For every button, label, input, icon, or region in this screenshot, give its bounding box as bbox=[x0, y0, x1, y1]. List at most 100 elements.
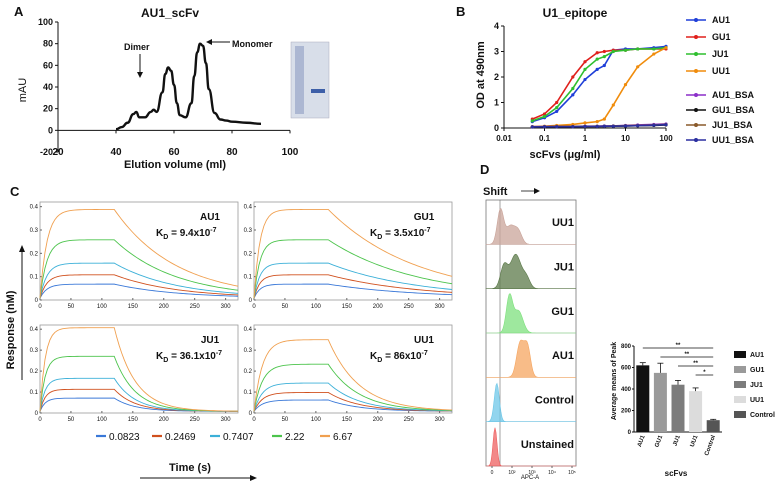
chromatogram-trace bbox=[115, 42, 262, 131]
kd-prefix: K bbox=[156, 351, 164, 362]
panel-b-data-point bbox=[530, 119, 534, 123]
bar-category-label: AU1 bbox=[637, 434, 647, 448]
histogram-label-ju1: JU1 bbox=[554, 262, 574, 274]
bar-ylabel: Average means of Peak bbox=[611, 342, 618, 420]
histogram-control bbox=[485, 382, 576, 422]
panel-b-xtick-label: 0.01 bbox=[496, 134, 512, 143]
sensorgram-name: GU1 bbox=[414, 212, 435, 223]
sensorgram-curve bbox=[253, 382, 453, 412]
panel-b-ylabel: OD at 490nm bbox=[475, 41, 487, 108]
histogram-au1 bbox=[486, 339, 576, 378]
sensorgram-xtick-label: 50 bbox=[282, 304, 289, 310]
legend-marker-au1 bbox=[694, 18, 698, 22]
sensorgram-curve bbox=[39, 283, 239, 299]
sensorgram-ytick-label: 0.4 bbox=[244, 205, 253, 211]
legend-label-gu1_bsa: GU1_BSA bbox=[712, 105, 755, 115]
gel-band bbox=[311, 89, 325, 93]
sensorgram-xtick-label: 50 bbox=[68, 304, 75, 310]
panel-b-data-point bbox=[571, 125, 575, 129]
sensorgram-ytick-label: 0.4 bbox=[30, 205, 39, 211]
sensorgram-name: JU1 bbox=[201, 335, 220, 346]
panel-b-data-point bbox=[595, 120, 599, 124]
panel-b-ytick-label: 2 bbox=[494, 72, 499, 82]
sensorgram-ytick-label: 0.2 bbox=[30, 251, 39, 257]
sensorgram-kd-text: KD = 9.4x10-7 bbox=[156, 227, 217, 241]
panel-b-data-point bbox=[555, 125, 559, 129]
legend-marker-ju1 bbox=[694, 52, 698, 56]
sensorgram-curve bbox=[253, 363, 453, 412]
bar-category-label: UU1 bbox=[690, 434, 700, 448]
kd-sub: D bbox=[163, 234, 168, 241]
monomer-annotation: Monomer bbox=[232, 39, 273, 49]
sensorgram-xtick-label: 200 bbox=[373, 417, 384, 423]
panel-b-data-point bbox=[571, 75, 575, 79]
sensorgram-ytick-label: 0.3 bbox=[244, 348, 253, 354]
panel-b-data-point bbox=[623, 83, 628, 87]
sensorgram-xtick-label: 300 bbox=[221, 304, 232, 310]
sensorgram-xtick-label: 300 bbox=[435, 417, 446, 423]
sensorgram-xtick-label: 0 bbox=[38, 304, 42, 310]
legend-label-au1_bsa: AU1_BSA bbox=[712, 90, 755, 100]
panel-c-chart: Response (nM) Time (s) 0.0823 0.2469 0.740… bbox=[5, 201, 453, 481]
panel-b-data-point bbox=[602, 49, 606, 54]
panel-a-ytick-label: 0 bbox=[48, 125, 53, 135]
sensorgram-ytick-label: 0.1 bbox=[244, 275, 253, 281]
legend-label-au1: AU1 bbox=[712, 15, 730, 25]
kd-prefix: K bbox=[156, 228, 164, 239]
sensorgram-ytick-label: 0.2 bbox=[30, 369, 39, 375]
panel-label-d: D bbox=[480, 162, 489, 177]
panel-a-xtick-label: 100 bbox=[282, 147, 299, 158]
histogram-label-au1: AU1 bbox=[552, 350, 574, 362]
sensorgram-ytick-label: 0.4 bbox=[244, 327, 253, 333]
sensorgram-curve bbox=[253, 274, 453, 299]
sensorgram-xtick-label: 300 bbox=[435, 304, 446, 310]
bar-legend-label: AU1 bbox=[750, 352, 764, 359]
sensorgram-curve bbox=[253, 209, 453, 299]
panel-a-xtick-label: 20 bbox=[52, 147, 64, 158]
panel-b-ytick-label: 0 bbox=[494, 123, 499, 133]
panel-b-data-point bbox=[583, 60, 587, 64]
legend-label-conc: 0.2469 bbox=[165, 432, 196, 443]
sensorgram-frame bbox=[253, 324, 453, 414]
legend-label-conc: 0.0823 bbox=[109, 432, 140, 443]
sensorgram-xtick-label: 150 bbox=[128, 304, 139, 310]
sensorgram-ytick-label: 0.1 bbox=[30, 390, 39, 396]
panel-c-ylabel: Response (nM) bbox=[5, 290, 17, 369]
significance-mark: ** bbox=[684, 352, 689, 358]
sensorgram-curve bbox=[39, 262, 239, 299]
panel-b-data-point bbox=[623, 48, 628, 52]
bar-legend-label: Control bbox=[750, 412, 775, 419]
sensorgram-ytick-label: 0.2 bbox=[244, 251, 253, 257]
bar-legend-swatch bbox=[734, 381, 746, 388]
sensorgram-xtick-label: 250 bbox=[190, 417, 201, 423]
bar-category-label: JU1 bbox=[672, 434, 682, 447]
kd-value: = 86x10 bbox=[382, 351, 422, 362]
histogram-gu1 bbox=[486, 292, 576, 334]
histogram-unstained bbox=[485, 427, 576, 467]
sensorgram-frame bbox=[39, 201, 239, 301]
panel-b-data-point bbox=[542, 112, 547, 116]
panel-b-data-point bbox=[555, 106, 559, 110]
kd-sub: D bbox=[163, 357, 168, 364]
sensorgram-curve bbox=[253, 239, 453, 299]
panel-b-data-point bbox=[583, 124, 587, 129]
panel-b-data-point bbox=[595, 67, 599, 71]
bar-au1 bbox=[636, 365, 650, 432]
sensorgram-xtick-label: 0 bbox=[252, 417, 256, 423]
bar-legend-label: GU1 bbox=[750, 367, 765, 374]
panel-b-data-point bbox=[623, 124, 628, 128]
kd-exp: -7 bbox=[424, 227, 430, 234]
bar-ytick-label: 0 bbox=[628, 430, 632, 436]
sensorgram-frame bbox=[253, 201, 453, 301]
legend-label-uu1_bsa: UU1_BSA bbox=[712, 135, 755, 145]
panel-b-data-point bbox=[595, 57, 599, 61]
legend-label-conc: 0.7407 bbox=[223, 432, 254, 443]
bar-legend-swatch bbox=[734, 411, 746, 418]
panel-b-legend: AU1 GU1 JU1 UU1 AU1_BSA GU1_BSA JU1_BSA UU1_BSA bbox=[686, 15, 755, 145]
sensorgram-xtick-label: 100 bbox=[311, 417, 322, 423]
sensorgram-xtick-label: 100 bbox=[311, 304, 322, 310]
kd-sub: D bbox=[377, 234, 382, 241]
histogram-label-control: Control bbox=[535, 395, 574, 407]
panel-b-xtick-label: 1 bbox=[583, 134, 588, 143]
sensorgram-curve bbox=[39, 209, 239, 299]
